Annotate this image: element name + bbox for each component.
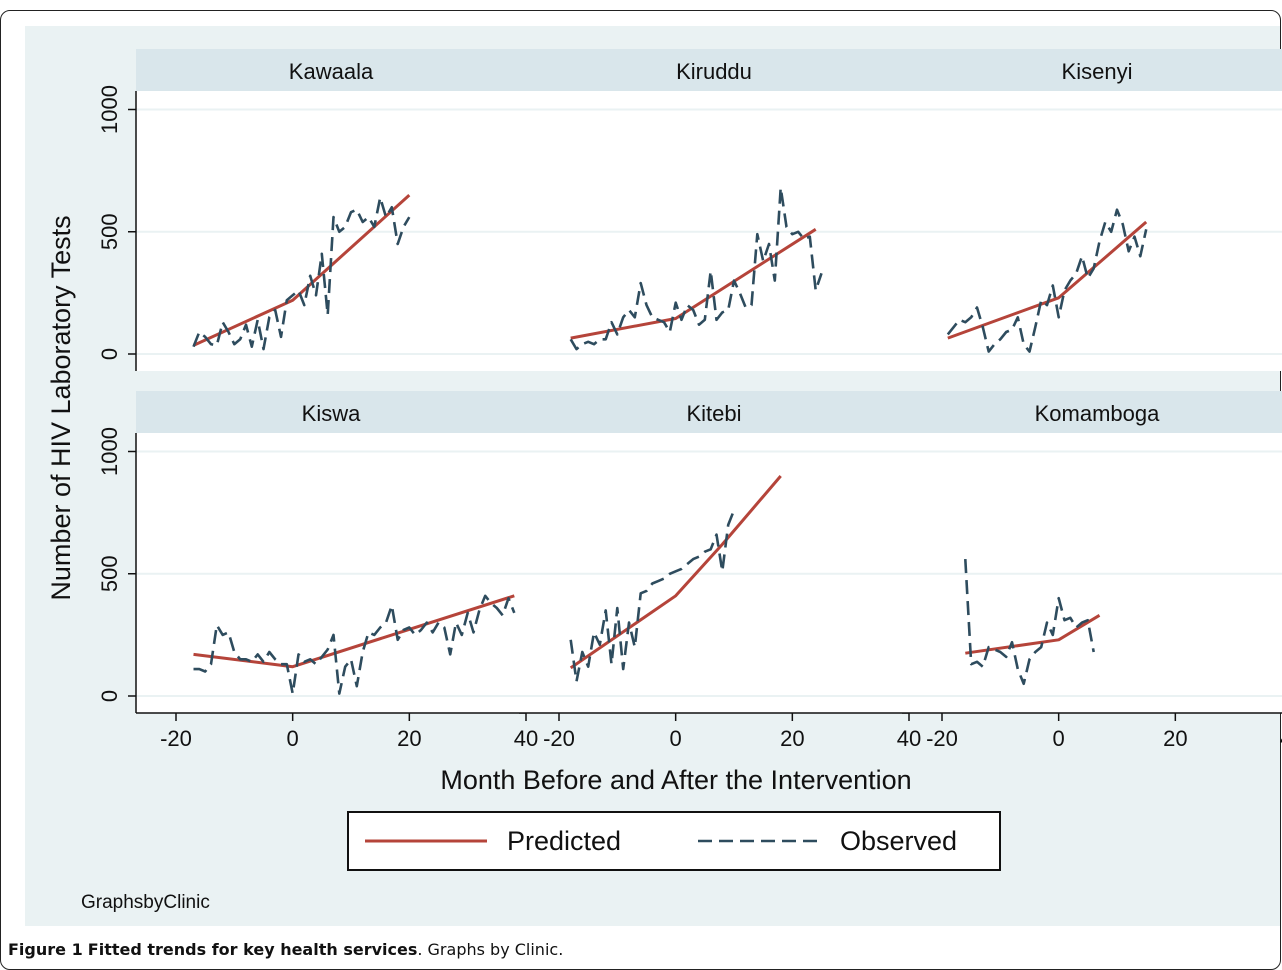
x-tick-label: 40: [514, 726, 538, 751]
x-tick-label: 0: [670, 726, 682, 751]
predicted-line-kiswa: [193, 594, 515, 669]
panel-strip: [136, 49, 526, 91]
legend-observed-label: Observed: [840, 826, 957, 856]
y-tick-label: 1000: [97, 85, 122, 134]
panel-strip: [519, 49, 909, 91]
graphs-by-note: GraphsbyClinic: [81, 892, 210, 913]
observed-line-kisenyi: [946, 208, 1148, 353]
legend: Predicted Observed: [347, 811, 1001, 871]
panel-title: Kiruddu: [676, 59, 752, 84]
caption-rest: . Graphs by Clinic.: [417, 940, 564, 959]
y-tick-label: 0: [97, 690, 122, 702]
caption-title: Fitted trends for key health services: [87, 940, 418, 959]
y-tick-label: 500: [97, 555, 122, 592]
panel-strip: [136, 391, 526, 433]
x-tick-label: -20: [543, 726, 575, 751]
panel-strip: [902, 49, 1282, 91]
panel-kiruddu: Kiruddu: [519, 49, 909, 371]
x-tick-label: 40: [1280, 726, 1282, 751]
x-tick-label: 40: [897, 726, 921, 751]
x-tick-label: -20: [926, 726, 958, 751]
observed-line-kawaala: [192, 196, 411, 351]
x-tick-label: 0: [1053, 726, 1065, 751]
observed-line-kitebi: [569, 509, 736, 683]
figure-caption: Figure 1 Fitted trends for key health se…: [8, 940, 563, 959]
panel-strip: [519, 391, 909, 433]
caption-label: Figure 1: [8, 940, 83, 959]
predicted-line-kitebi: [569, 475, 782, 670]
panel-kitebi: Kitebi -20 0 20 40: [519, 391, 921, 751]
observed-line-kiruddu: [569, 186, 823, 351]
panel-title: Kawaala: [289, 59, 374, 84]
x-axis-title: Month Before and After the Intervention: [440, 765, 911, 795]
y-tick-label: 500: [97, 213, 122, 250]
x-tick-label: 20: [1163, 726, 1187, 751]
panel-kisenyi: Kisenyi: [902, 49, 1282, 371]
y-tick-label: 1000: [97, 427, 122, 476]
x-tick-label: 0: [287, 726, 299, 751]
y-tick-label: 0: [97, 348, 122, 360]
observed-line-kiswa: [193, 594, 516, 695]
panel-strip: [902, 391, 1282, 433]
observed-line-komamboga: [964, 559, 1095, 686]
panel-title: Kitebi: [686, 401, 741, 426]
predicted-line-kisenyi: [947, 220, 1148, 340]
panel-title: Komamboga: [1035, 401, 1161, 426]
x-tick-label: 20: [397, 726, 421, 751]
predicted-line-kiruddu: [570, 228, 817, 340]
panel-title: Kisenyi: [1062, 59, 1133, 84]
predicted-line-komamboga: [965, 614, 1101, 655]
legend-predicted-label: Predicted: [507, 826, 621, 856]
y-axis-title: Number of HIV Laboratory Tests: [46, 215, 76, 600]
x-tick-label: 20: [780, 726, 804, 751]
panel-title: Kiswa: [302, 401, 361, 426]
panel-kawaala: Kawaala 0 500 1000: [97, 49, 526, 371]
x-tick-label: -20: [160, 726, 192, 751]
panel-komamboga: Komamboga -20 0 20 40: [902, 391, 1282, 751]
panel-kiswa: Kiswa 0 500 1000 -20 0 20 40: [97, 391, 538, 751]
